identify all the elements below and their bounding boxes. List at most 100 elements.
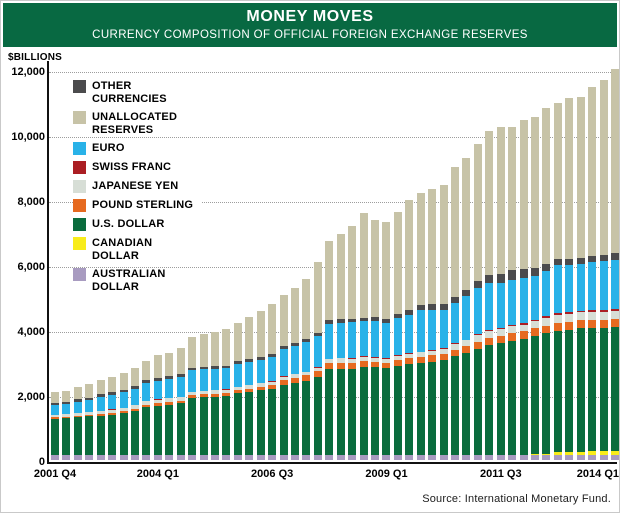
bar-segment-unallocated-reserves xyxy=(85,383,94,398)
bar-segment-euro xyxy=(325,323,334,359)
bar-segment-unallocated-reserves xyxy=(611,68,619,253)
bar-segment-japanese-yen xyxy=(211,390,220,394)
bar-segment-other-currencies xyxy=(268,354,277,358)
bar-segment-australian-dollar xyxy=(188,455,197,460)
bar-segment-u-s-dollar xyxy=(245,392,254,456)
bar-segment-other-currencies xyxy=(371,316,380,321)
bar-segment-australian-dollar xyxy=(428,455,437,460)
bar xyxy=(153,355,162,460)
bar-segment-unallocated-reserves xyxy=(359,213,368,318)
bar-segment-canadian-dollar xyxy=(531,454,540,456)
bar-segment-other-currencies xyxy=(542,263,551,271)
bar-segment-u-s-dollar xyxy=(268,389,277,456)
bar-segment-australian-dollar xyxy=(233,455,242,460)
bar-segment-pound-sterling xyxy=(165,402,174,405)
bar-segment-u-s-dollar xyxy=(96,415,105,456)
bar-segment-euro xyxy=(222,368,231,390)
bar-segment-japanese-yen xyxy=(119,407,128,411)
legend-item-euro: EURO xyxy=(73,142,202,155)
legend-item-pound-sterling: POUND STERLING xyxy=(73,199,202,212)
header-banner: MONEY MOVES CURRENCY COMPOSITION OF OFFI… xyxy=(3,3,617,47)
bar-segment-unallocated-reserves xyxy=(51,392,59,403)
bar-segment-pound-sterling xyxy=(531,328,540,337)
bar-segment-unallocated-reserves xyxy=(131,367,139,387)
bar-segment-euro xyxy=(211,368,220,391)
bar-segment-euro xyxy=(393,318,402,355)
legend-swatch xyxy=(73,111,86,124)
legend-label: U.S. DOLLAR xyxy=(92,218,165,230)
bar-segment-japanese-yen xyxy=(451,343,460,350)
bar-segment-japanese-yen xyxy=(302,371,311,376)
bar-segment-euro xyxy=(599,260,608,311)
bar-segment-unallocated-reserves xyxy=(542,108,551,264)
bar-segment-other-currencies xyxy=(553,258,562,266)
bar xyxy=(519,120,528,460)
bar-segment-unallocated-reserves xyxy=(405,200,414,310)
bar-segment-other-currencies xyxy=(393,314,402,319)
bar-segment-swiss-franc xyxy=(405,353,414,354)
bar-segment-unallocated-reserves xyxy=(108,377,117,393)
bar-segment-unallocated-reserves xyxy=(451,167,460,297)
bar-segment-canadian-dollar xyxy=(553,452,562,455)
bar xyxy=(325,241,334,460)
bar-segment-japanese-yen xyxy=(553,315,562,323)
bar-segment-canadian-dollar xyxy=(588,451,597,455)
legend-label: UNALLOCATED RESERVES xyxy=(92,111,178,136)
bar-segment-euro xyxy=(302,342,311,372)
bar-segment-swiss-franc xyxy=(382,357,391,359)
bar-segment-other-currencies xyxy=(222,365,231,369)
bar-segment-japanese-yen xyxy=(588,312,597,320)
bar-segment-swiss-franc xyxy=(519,323,528,325)
bar-segment-other-currencies xyxy=(62,402,71,405)
legend-label: CANADIAN DOLLAR xyxy=(92,237,153,262)
bar-segment-australian-dollar xyxy=(599,454,608,460)
bar-segment-euro xyxy=(142,382,151,402)
bar-segment-japanese-yen xyxy=(485,331,494,338)
bar-segment-pound-sterling xyxy=(325,362,334,370)
bar-segment-pound-sterling xyxy=(428,355,437,362)
bar-segment-other-currencies xyxy=(85,397,94,400)
bar-segment-pound-sterling xyxy=(85,414,94,417)
bar-segment-u-s-dollar xyxy=(222,395,231,456)
legend-item-japanese-yen: JAPANESE YEN xyxy=(73,180,202,193)
bar-segment-other-currencies xyxy=(176,374,185,377)
bar-segment-euro xyxy=(96,396,105,411)
bar-segment-u-s-dollar xyxy=(188,398,197,456)
bar xyxy=(599,79,608,460)
bar-segment-u-s-dollar xyxy=(348,369,357,456)
bar xyxy=(531,117,540,460)
bar-segment-australian-dollar xyxy=(85,455,94,460)
bar-segment-u-s-dollar xyxy=(565,329,574,452)
bar-segment-pound-sterling xyxy=(268,384,277,390)
bar-segment-japanese-yen xyxy=(268,381,277,385)
bar xyxy=(233,323,242,460)
bar-segment-other-currencies xyxy=(576,257,585,264)
bar-segment-unallocated-reserves xyxy=(302,279,311,340)
bar-segment-canadian-dollar xyxy=(542,453,551,455)
bar xyxy=(542,108,551,460)
bar-segment-australian-dollar xyxy=(508,455,517,460)
bar-segment-australian-dollar xyxy=(131,455,139,460)
bar-segment-australian-dollar xyxy=(291,455,300,460)
bar-segment-japanese-yen xyxy=(85,411,94,415)
bar-segment-swiss-franc xyxy=(576,310,585,313)
bar-segment-euro xyxy=(165,378,174,399)
bar-segment-other-currencies xyxy=(325,320,334,324)
y-tick-label: 8,000 xyxy=(17,195,45,208)
bar-segment-u-s-dollar xyxy=(451,356,460,456)
bar-segment-euro xyxy=(519,278,528,324)
bar-segment-swiss-franc xyxy=(542,316,551,318)
bar-segment-unallocated-reserves xyxy=(279,295,288,347)
bar-segment-euro xyxy=(428,309,437,351)
bar-segment-euro xyxy=(473,288,482,334)
bar-segment-pound-sterling xyxy=(119,410,128,414)
bar-segment-unallocated-reserves xyxy=(576,97,585,258)
bar-segment-pound-sterling xyxy=(222,392,231,396)
y-axis-unit-label: $BILLIONS xyxy=(8,52,63,63)
bar-segment-euro xyxy=(131,388,139,406)
bar-segment-u-s-dollar xyxy=(142,407,151,456)
bar-segment-other-currencies xyxy=(428,304,437,310)
bar-segment-japanese-yen xyxy=(62,414,71,417)
bar-segment-euro xyxy=(496,282,505,328)
